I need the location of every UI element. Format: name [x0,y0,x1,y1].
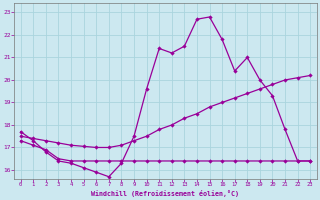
X-axis label: Windchill (Refroidissement éolien,°C): Windchill (Refroidissement éolien,°C) [92,190,239,197]
